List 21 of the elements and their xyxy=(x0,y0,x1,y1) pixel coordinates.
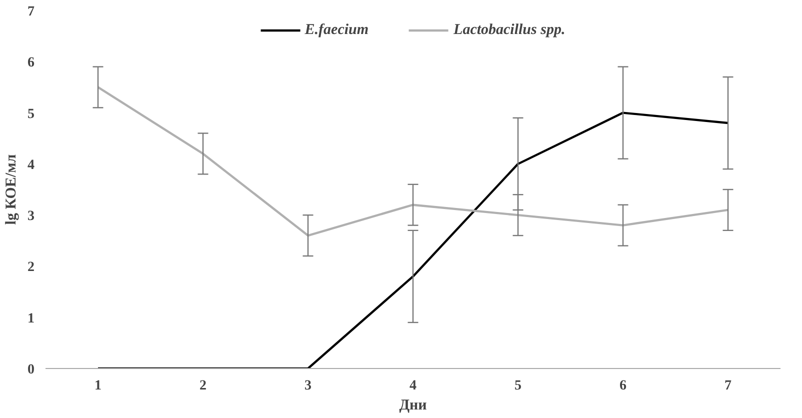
x-axis-title: Дни xyxy=(399,398,428,414)
y-tick-label: 5 xyxy=(28,106,34,122)
y-tick-label: 4 xyxy=(28,158,34,173)
y-tick-label: 1 xyxy=(28,311,34,326)
legend-label: Lactobacillus spp. xyxy=(454,22,566,38)
line-series xyxy=(96,86,730,237)
y-tick-label: 7 xyxy=(28,4,34,20)
line-series xyxy=(96,112,730,368)
y-tick-label: 2 xyxy=(28,260,34,276)
x-tick-label: 3 xyxy=(304,378,312,394)
y-tick-label: 3 xyxy=(28,209,34,224)
x-tick-label: 6 xyxy=(620,378,626,394)
x-tick-label: 4 xyxy=(410,378,416,394)
y-axis-title: lg КОЕ/мл xyxy=(4,154,20,225)
legend-label: E.faecium xyxy=(304,22,369,38)
y-tick-label: 6 xyxy=(28,56,34,71)
x-tick-label: 1 xyxy=(94,378,102,394)
y-tick-label: 0 xyxy=(28,362,34,378)
x-tick-label: 7 xyxy=(724,378,732,394)
x-tick-label: 5 xyxy=(514,378,522,394)
x-tick-label: 2 xyxy=(200,378,206,394)
